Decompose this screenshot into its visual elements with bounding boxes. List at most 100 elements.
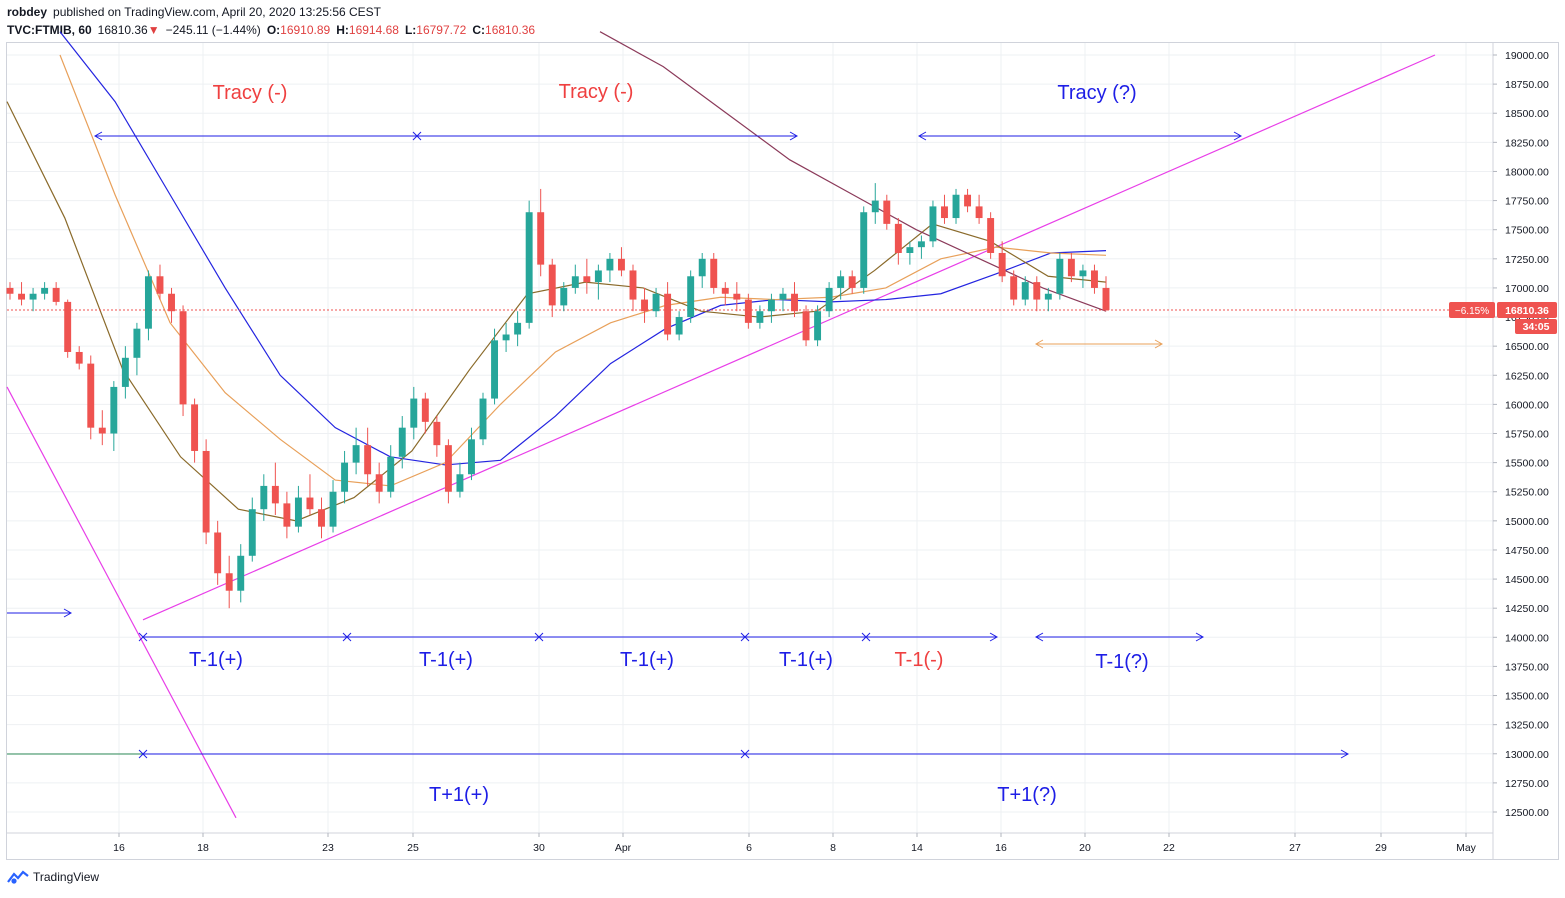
candle-body: [641, 299, 648, 312]
candle-body: [537, 212, 545, 265]
candle: [456, 462, 464, 498]
candle-body: [352, 445, 360, 463]
candle: [225, 555, 233, 609]
t-minus-1-label: T-1(+): [189, 649, 243, 671]
candle-body: [733, 293, 741, 300]
candle: [248, 497, 256, 562]
price-tick-label: 19000.00: [1505, 50, 1549, 62]
candle: [156, 264, 164, 300]
candle-body: [1010, 276, 1018, 300]
candle: [1021, 276, 1029, 306]
range-left-arrow: [7, 608, 73, 618]
cross-marker-icon: [342, 632, 352, 642]
price-tick-label: 18750.00: [1505, 79, 1549, 91]
time-axis[interactable]: 16 18 23 25 30 Apr 6 8 14 16 20 22 27 29 May: [7, 832, 1493, 854]
candle-body: [364, 445, 372, 475]
open-value: 16910.89: [280, 23, 331, 37]
candle-body: [1102, 287, 1110, 311]
candle: [733, 282, 741, 312]
candle: [721, 282, 729, 306]
candle: [941, 194, 948, 224]
cross-marker-icon: [740, 749, 750, 759]
candle-body: [421, 398, 429, 422]
candle-body: [179, 311, 187, 405]
price-tick-label: 16250.00: [1505, 370, 1549, 382]
price-tick-label: 15000.00: [1505, 516, 1549, 528]
candle-body: [1033, 282, 1041, 300]
candle: [987, 212, 995, 259]
chart-grid: [7, 43, 1493, 833]
candle: [18, 282, 25, 306]
time-tick-label: Apr: [615, 842, 632, 854]
t-minus-1-label: T-1(-): [895, 649, 944, 671]
arrow-left-icon: [1034, 632, 1044, 642]
candle: [560, 282, 568, 312]
candle: [641, 287, 648, 323]
candle-body: [664, 293, 672, 335]
candle: [110, 381, 118, 451]
close-label: C:: [472, 23, 486, 37]
candle-body: [629, 270, 637, 300]
range-t-plus-1: [138, 749, 1350, 759]
candle: [491, 328, 499, 405]
candle: [929, 200, 937, 248]
candle: [421, 392, 429, 434]
candle: [433, 416, 441, 457]
author-name[interactable]: robdey: [7, 5, 48, 19]
price-tick-label: 17500.00: [1505, 225, 1549, 237]
open-label: O:: [266, 23, 281, 37]
cross-marker-icon: [861, 632, 871, 642]
chart-header: robdey published on TradingView.com, Apr…: [7, 3, 535, 39]
candle: [917, 235, 925, 259]
publish-info: published on TradingView.com, April 20, …: [53, 5, 382, 19]
candle: [318, 497, 325, 539]
candle: [202, 439, 210, 545]
candle: [525, 200, 533, 329]
candle-body: [133, 328, 141, 358]
candle-body: [214, 532, 222, 574]
candle: [260, 474, 268, 521]
moving-average-brown: [6, 101, 1107, 522]
candle-body: [387, 456, 395, 492]
arrow-right-icon: [1233, 131, 1243, 141]
candle: [6, 282, 14, 300]
candle: [894, 218, 902, 265]
candle: [514, 311, 522, 347]
candle: [237, 544, 245, 603]
last-price-badge: [1497, 302, 1557, 319]
candle: [387, 445, 395, 498]
candle: [756, 305, 764, 329]
candle: [1079, 264, 1087, 288]
candle-body: [491, 340, 499, 399]
candle: [133, 322, 141, 376]
moving-averages: [6, 31, 1493, 522]
price-change: −245.11 (−1.44%): [165, 23, 261, 37]
candle: [583, 258, 591, 294]
price-axis[interactable]: 19000.00 18750.00 18500.00 18250.00 18000.00…: [1492, 43, 1549, 859]
candle: [975, 194, 983, 224]
candle-body: [329, 491, 337, 527]
last-price: 16810.36: [97, 23, 148, 37]
close-value: 16810.36: [485, 23, 536, 37]
candle-body: [617, 258, 625, 271]
tracy-label: Tracy (?): [1057, 82, 1136, 104]
brand-name[interactable]: TradingView: [33, 870, 100, 884]
candle: [779, 287, 787, 312]
candle: [398, 416, 406, 469]
candle-body: [1044, 293, 1052, 300]
range-tracy-2: [917, 131, 1243, 141]
candle: [468, 427, 475, 481]
candle-body: [1091, 270, 1098, 288]
candle-body: [375, 474, 383, 492]
candle-body: [652, 293, 660, 312]
candle-body: [952, 194, 960, 219]
candle: [410, 386, 418, 440]
candle-body: [398, 427, 406, 457]
moving-average-blue: [59, 31, 1107, 466]
candle-body: [548, 264, 556, 306]
tradingview-logo-icon[interactable]: [7, 870, 29, 884]
candle-body: [871, 200, 879, 213]
candle: [364, 427, 372, 486]
symbol-label[interactable]: TVC:FTMIB, 60: [7, 23, 92, 37]
